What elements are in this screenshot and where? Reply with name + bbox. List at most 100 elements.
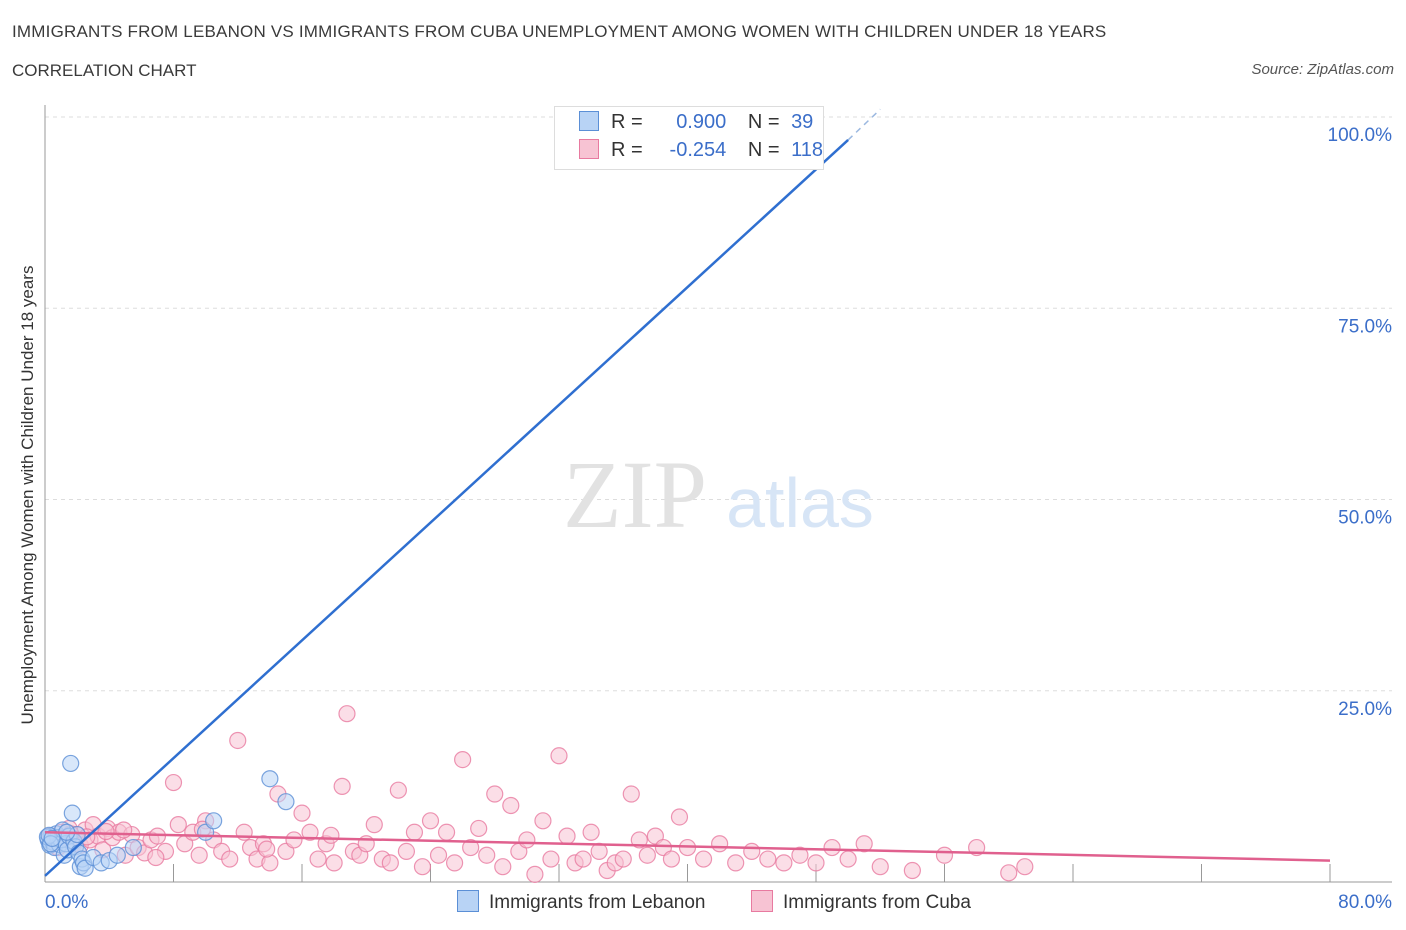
cuba-point xyxy=(97,822,115,841)
cuba-point xyxy=(147,848,165,867)
cuba-legend-label: Immigrants from Cuba xyxy=(783,892,971,913)
cuba-point xyxy=(333,777,351,795)
y-tick-label: 100.0% xyxy=(1328,125,1393,146)
axes xyxy=(44,105,1392,883)
lebanon-trend-line xyxy=(44,139,849,877)
lebanon-r-label: R = xyxy=(611,111,643,133)
cuba-point xyxy=(727,854,745,872)
lebanon-point xyxy=(124,838,142,857)
lebanon-n-value: 39 xyxy=(791,111,814,133)
cuba-point xyxy=(429,846,448,864)
cuba-point xyxy=(807,854,825,872)
cuba-point xyxy=(1000,864,1018,882)
cuba-swatch xyxy=(579,139,599,159)
cuba-point xyxy=(437,823,456,841)
cuba-n-label: N = xyxy=(747,139,780,161)
y-tick-label: 75.0% xyxy=(1338,316,1392,337)
cuba-point xyxy=(743,842,761,861)
cuba-point xyxy=(638,846,656,864)
cuba-trend-line xyxy=(44,831,1331,862)
cuba-point xyxy=(614,850,632,868)
cuba-point xyxy=(486,785,504,803)
cuba-point xyxy=(478,846,496,864)
lebanon-point xyxy=(205,812,223,830)
cuba-point xyxy=(550,747,568,765)
lebanon-point xyxy=(63,804,81,822)
cuba-point xyxy=(462,838,480,857)
legend-row-lebanon: R = 0.900 N = 39 xyxy=(579,111,813,137)
cuba-point xyxy=(190,846,208,864)
cuba-point xyxy=(397,842,416,861)
cuba-point xyxy=(229,731,247,750)
cuba-point xyxy=(309,850,327,868)
gridlines xyxy=(45,116,1392,692)
tick-labels: 25.0% 50.0% 75.0% 100.0% 0.0% 80.0% xyxy=(45,125,1392,913)
cuba-point xyxy=(694,850,713,868)
cuba-r-value: -0.254 xyxy=(669,139,727,161)
y-tick-label: 50.0% xyxy=(1338,508,1392,529)
lebanon-point xyxy=(277,793,295,811)
cuba-point xyxy=(526,865,544,883)
y-tick-label: 25.0% xyxy=(1338,699,1392,720)
legend-row-cuba: R = -0.254 N = 118 xyxy=(579,139,823,165)
lebanon-points xyxy=(38,109,737,877)
watermark-zip: ZIP xyxy=(563,441,707,548)
bottom-legend-cuba: Immigrants from Cuba xyxy=(751,890,971,914)
cuba-point xyxy=(502,796,520,815)
lebanon-legend-label: Immigrants from Lebanon xyxy=(489,892,706,913)
cuba-point xyxy=(325,854,343,872)
cuba-point xyxy=(711,835,729,853)
cuba-point xyxy=(855,835,873,853)
cuba-point xyxy=(164,773,183,792)
cuba-point xyxy=(935,846,954,864)
stats-legend: R = 0.900 N = 39 R = -0.254 N = 118 xyxy=(554,106,824,170)
cuba-point xyxy=(381,854,399,872)
lebanon-legend-swatch xyxy=(457,890,479,912)
cuba-point xyxy=(494,858,512,876)
lebanon-point xyxy=(43,829,61,847)
cuba-point xyxy=(670,808,689,826)
cuba-point xyxy=(839,850,857,868)
cuba-point xyxy=(1016,858,1034,876)
lebanon-point xyxy=(261,770,279,788)
cuba-point xyxy=(169,816,187,834)
cuba-point xyxy=(221,850,239,868)
watermark-atlas: atlas xyxy=(726,464,874,542)
cuba-point xyxy=(301,823,319,841)
cuba-point xyxy=(365,816,383,834)
cuba-point xyxy=(574,850,592,868)
lebanon-trend-extension xyxy=(847,108,881,141)
cuba-point xyxy=(285,831,303,849)
x-tick-label: 0.0% xyxy=(45,892,88,913)
lebanon-n-label: N = xyxy=(747,111,780,133)
cuba-point xyxy=(470,819,488,838)
cuba-point xyxy=(322,826,340,844)
cuba-point xyxy=(903,861,921,880)
cuba-point xyxy=(662,850,681,868)
cuba-n-value: 118 xyxy=(791,139,823,161)
cuba-point xyxy=(338,705,356,723)
cuba-point xyxy=(115,821,133,839)
lebanon-swatch xyxy=(579,111,599,131)
bottom-legend-lebanon: Immigrants from Lebanon xyxy=(457,890,706,914)
cuba-point xyxy=(759,850,777,868)
chart-title: IMMIGRANTS FROM LEBANON VS IMMIGRANTS FR… xyxy=(12,22,1107,41)
cuba-point xyxy=(534,812,552,830)
lebanon-point xyxy=(108,846,126,864)
cuba-point xyxy=(258,840,276,858)
cuba-point xyxy=(542,850,560,868)
lebanon-r-value: 0.900 xyxy=(676,111,727,133)
cuba-point xyxy=(389,781,407,799)
cuba-point xyxy=(518,831,536,849)
cuba-point xyxy=(405,823,424,841)
trend-lines xyxy=(44,108,1331,877)
cuba-legend-swatch xyxy=(751,890,773,912)
y-axis-label: Unemployment Among Women with Children U… xyxy=(18,265,37,725)
cuba-point xyxy=(791,846,809,864)
cuba-point xyxy=(293,804,311,822)
x-tick-label: 80.0% xyxy=(1338,892,1392,913)
cuba-point xyxy=(775,854,793,872)
source-credit: Source: ZipAtlas.com xyxy=(1251,61,1394,78)
cuba-r-label: R = xyxy=(611,139,643,161)
